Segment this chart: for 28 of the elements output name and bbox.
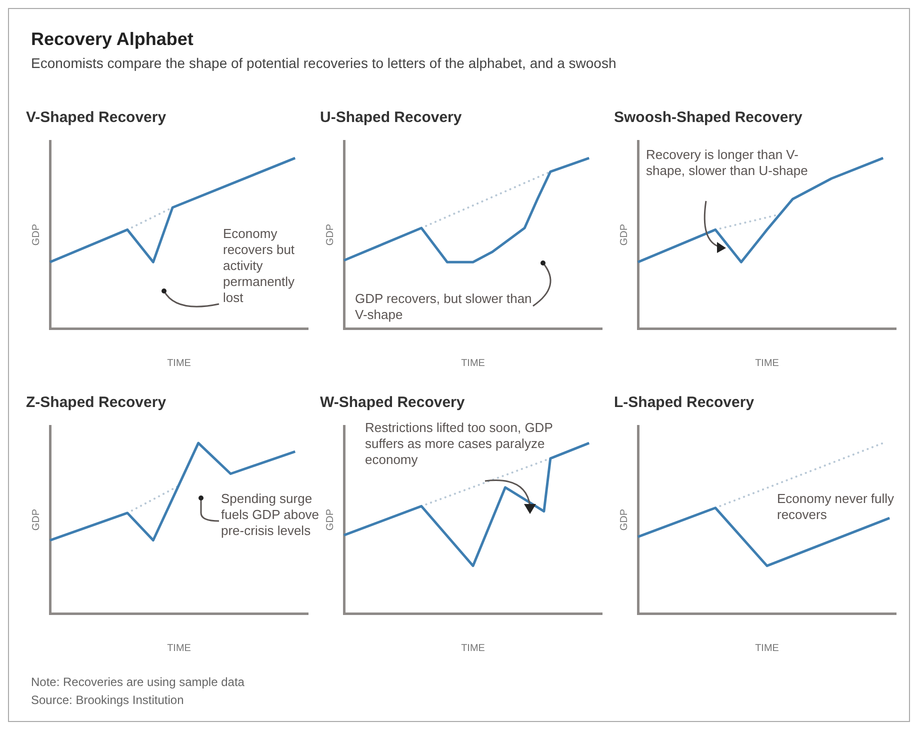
annotation: GDP recovers, but slower than V-shape xyxy=(355,291,533,323)
chart-title: U-Shaped Recovery xyxy=(320,109,462,126)
x-axis-title: TIME xyxy=(755,642,780,654)
text: Recovery Alphabet xyxy=(31,29,194,50)
annotation: Spending surge fuels GDP above pre-crisis levels xyxy=(221,491,320,539)
y-axis-title: GDP xyxy=(324,224,336,246)
annotation: Economy recovers but activity permanently lost xyxy=(223,226,296,306)
x-axis-title: TIME xyxy=(461,358,486,369)
x-axis-title: TIME xyxy=(167,358,192,369)
annotation: Recovery is longer than V-shape, slower than U-shape xyxy=(646,147,809,179)
y-axis-title: GDP xyxy=(618,224,630,246)
y-axis-title: GDP xyxy=(30,224,42,246)
y-axis-title: GDP xyxy=(618,508,630,531)
x-axis-title: TIME xyxy=(461,642,486,654)
x-axis-title: TIME xyxy=(167,642,192,654)
chart-title: L-Shaped Recovery xyxy=(614,394,755,412)
chart-title: V-Shaped Recovery xyxy=(26,109,167,126)
source-note: Source: Brookings Institution xyxy=(31,692,185,709)
text: Note: Recoveries are using sample data xyxy=(31,674,244,691)
chart-title: Swoosh-Shaped Recovery xyxy=(614,109,804,126)
annotation: Economy never fully recovers xyxy=(777,491,896,523)
x-axis-title: TIME xyxy=(755,358,780,369)
annotation: Restrictions lifted too soon, GDP suffers as more cases paralyze economy xyxy=(365,420,554,468)
text: Economists compare the shape of potential recoveries to letters of the alphabet, and a swoosh xyxy=(31,55,616,71)
y-axis-title: GDP xyxy=(324,508,336,531)
chart-title: Z-Shaped Recovery xyxy=(26,394,167,412)
y-axis-title: GDP xyxy=(30,508,42,531)
chart-title: W-Shaped Recovery xyxy=(320,394,466,412)
